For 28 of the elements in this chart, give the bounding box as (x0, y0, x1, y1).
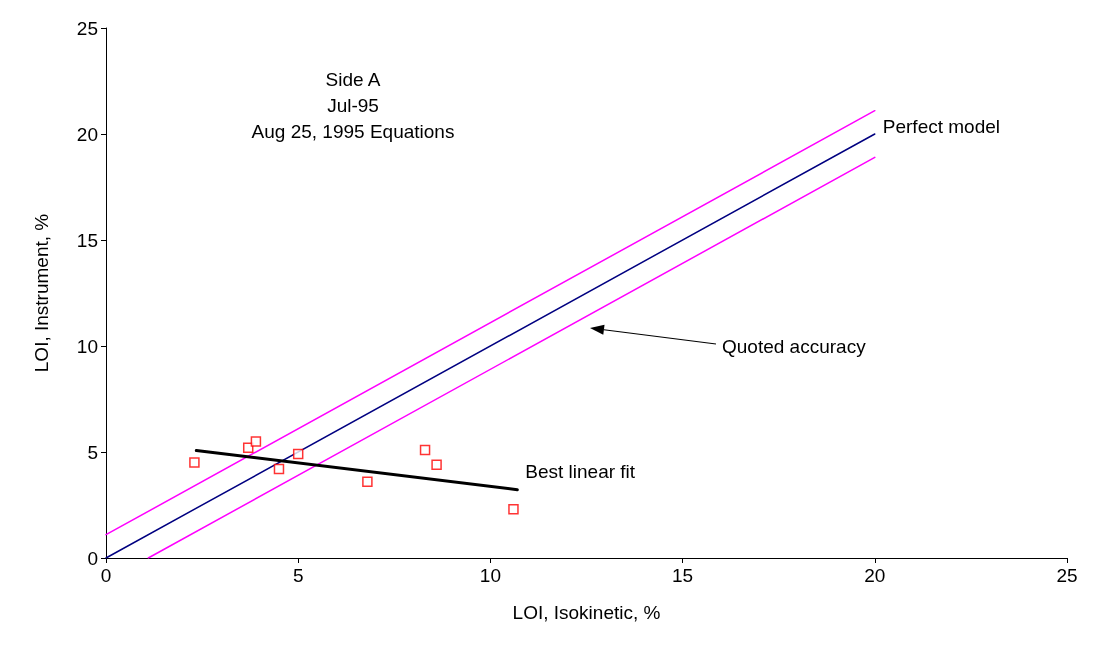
point (292, 448, 304, 460)
x-tick-label: 15 (672, 565, 694, 586)
point (508, 503, 519, 515)
y-tick-label: 20 (76, 123, 98, 145)
y-tick-label: 10 (76, 335, 98, 357)
x-tick-label: 25 (1056, 565, 1078, 586)
x-tick-label: 10 (479, 565, 501, 586)
annotation: Jul-95 (327, 95, 379, 116)
x-tick-label: 20 (864, 565, 886, 586)
y-tick-label: 0 (87, 547, 98, 569)
annotation: Aug 25, 1995 Equations (251, 121, 455, 142)
point (250, 436, 262, 447)
point (273, 463, 285, 475)
x-axis-title: LOI, Isokinetic, % (512, 602, 661, 623)
annotation: Perfect model (882, 115, 1001, 137)
y-tick-label: 5 (87, 441, 98, 463)
point (189, 457, 200, 468)
annotation: Quoted accuracy (722, 335, 867, 357)
x-tick-label: 5 (292, 565, 304, 586)
y-tick-label: 15 (76, 229, 98, 251)
y-tick-label: 25 (76, 17, 98, 39)
y-axis-title: LOI, Instrument, % (31, 213, 52, 373)
annotation: Best linear fit (525, 461, 636, 483)
x-tick-label: 0 (100, 565, 112, 586)
point (419, 444, 431, 456)
annotation: Side A (325, 69, 381, 90)
point (362, 476, 373, 487)
point (431, 459, 442, 470)
